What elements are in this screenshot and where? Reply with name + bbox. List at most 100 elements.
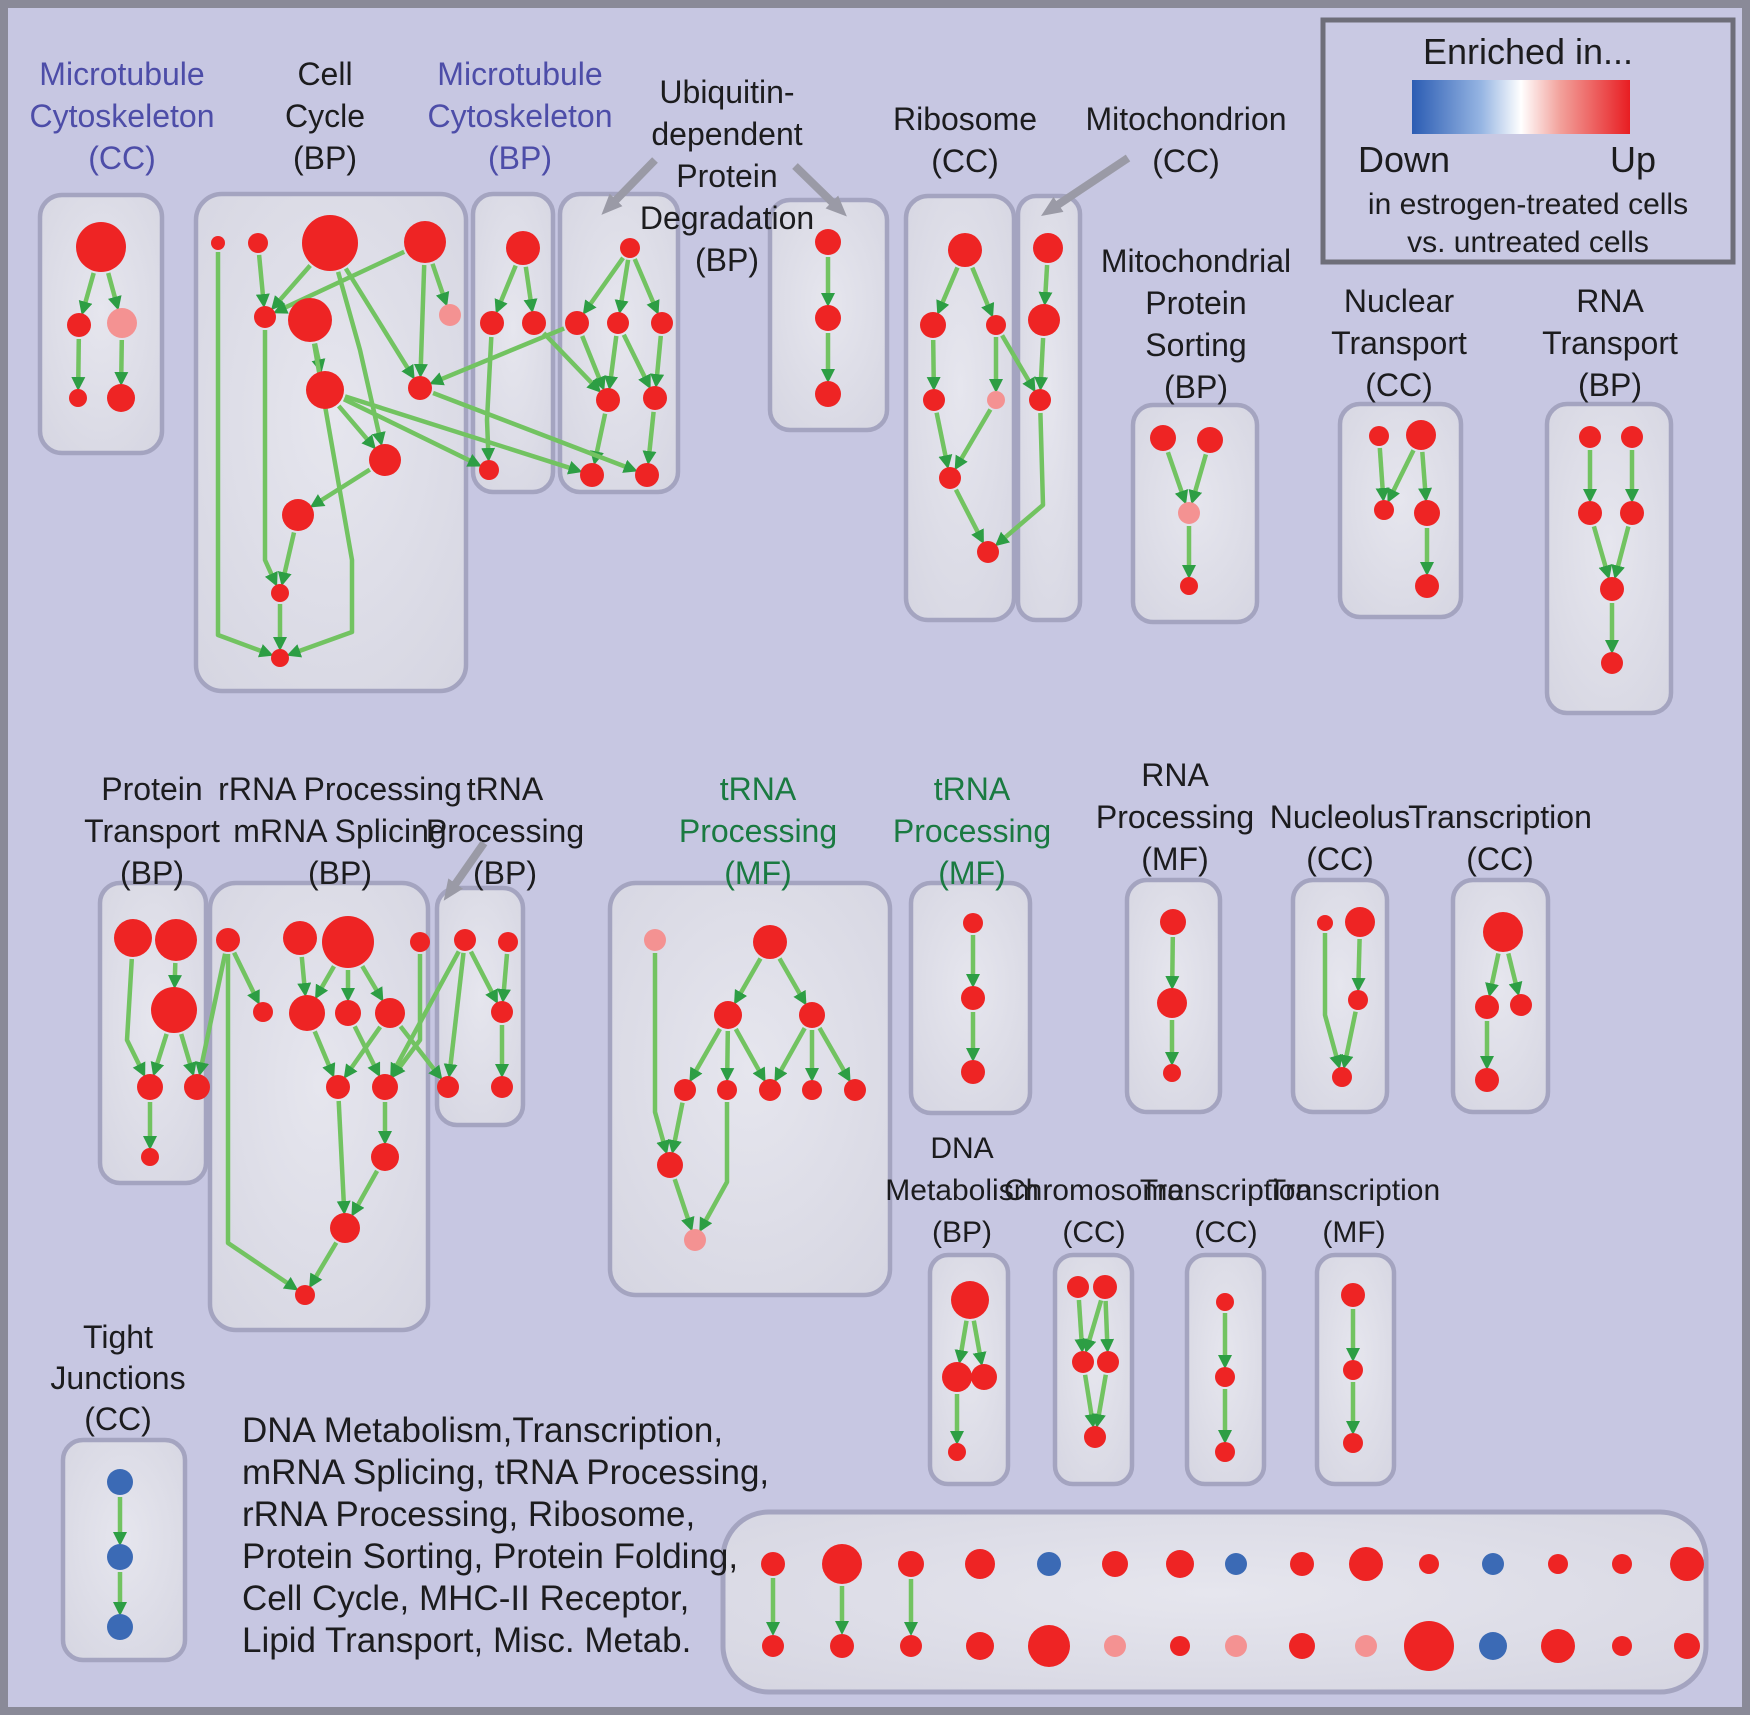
bottom-panel-node-bottom-0 bbox=[762, 1635, 784, 1657]
note-block: DNA Metabolism,Transcription, mRNA Splic… bbox=[242, 1411, 769, 1660]
node-trna_bp-m5 bbox=[491, 1076, 513, 1098]
node-rrna_mrna-l4 bbox=[410, 932, 430, 952]
edge-nuclear_transport-i2-i3 bbox=[1387, 449, 1416, 503]
node-trna_mf_a-n4 bbox=[799, 1002, 825, 1028]
node-rna_transport-j1 bbox=[1579, 426, 1601, 448]
node-nucleolus_cc-q2 bbox=[1345, 907, 1375, 937]
edge-dna_metabolism-s1-s2 bbox=[954, 1320, 969, 1365]
edge-microtubule_cc-a2-a4 bbox=[71, 338, 86, 391]
node-mitochondrion_cc-g2 bbox=[1028, 304, 1060, 336]
cluster-label-ribosome_cc: Ribosome (CC) bbox=[893, 101, 1037, 179]
edge-ubiquitin1-d3-d5 bbox=[604, 335, 619, 391]
bottom-panel-node-bottom-4 bbox=[1028, 1625, 1070, 1667]
node-protein_transport-k2 bbox=[155, 919, 197, 961]
edge-rrna_mrna-l3-l6 bbox=[315, 965, 336, 1000]
cluster-box-rna_transport bbox=[1544, 401, 1674, 716]
edge-rna_transport-j3-j5 bbox=[1591, 525, 1613, 580]
node-rrna_mrna-l6 bbox=[289, 995, 325, 1031]
cluster-boxes bbox=[37, 191, 1674, 1663]
note-line: Cell Cycle, MHC-II Receptor, bbox=[242, 1579, 689, 1618]
cluster-label-mitochondrion_cc: Mitochondrion (CC) bbox=[1086, 101, 1287, 179]
edge-chromosome_cc-t1-t3 bbox=[1074, 1299, 1089, 1353]
node-ribosome_cc-f6 bbox=[939, 467, 961, 489]
edge-chromosome_cc-t2-t3 bbox=[1082, 1299, 1104, 1354]
cluster-label-rna_processing_mf: RNA Processing (MF) bbox=[1096, 757, 1254, 877]
cluster-labels: Microtubule Cytoskeleton (CC) Cell Cycle (BP)… bbox=[30, 56, 1678, 1437]
bottom-panel-node-bottom-9 bbox=[1355, 1635, 1377, 1657]
node-cell_cycle-b8 bbox=[306, 371, 344, 409]
cross-edge-cell_cycle.b8-microtubule_bp.c4 bbox=[342, 397, 482, 467]
bottom-panel-node-bottom-6 bbox=[1170, 1636, 1190, 1656]
node-trna_mf_a-n5 bbox=[674, 1079, 696, 1101]
node-ribosome_cc-f1 bbox=[948, 233, 982, 267]
edge-rrna_mrna-l1-l13 bbox=[225, 954, 299, 1291]
cluster-label-mito_sorting: Mitochondrial Protein Sorting (BP) bbox=[1101, 243, 1291, 405]
bottom-panel-node-bottom-8 bbox=[1289, 1633, 1315, 1659]
bottom-panel-node-top-1 bbox=[822, 1544, 862, 1584]
cluster-box-nuclear_transport bbox=[1337, 401, 1464, 620]
node-trna_mf_a-n6 bbox=[717, 1080, 737, 1100]
node-transcription_cc_b-u3 bbox=[1215, 1442, 1235, 1462]
edge-rna_processing_mf-p1-p2 bbox=[1165, 936, 1180, 990]
node-cell_cycle-b5 bbox=[254, 306, 276, 328]
node-ubiquitin1-d4 bbox=[651, 312, 673, 334]
node-mitochondrion_cc-g3 bbox=[1029, 389, 1051, 411]
edge-ubiquitin1-d3-d6 bbox=[621, 333, 651, 390]
node-ubiquitin1-d1 bbox=[620, 238, 640, 258]
node-trna_mf_a-n10 bbox=[657, 1152, 683, 1178]
node-chromosome_cc-t2 bbox=[1093, 1275, 1117, 1299]
cluster-label-cell_cycle: Cell Cycle (BP) bbox=[285, 56, 365, 176]
node-trna_bp-m1 bbox=[454, 929, 476, 951]
bottom-panel-node-top-4 bbox=[1037, 1552, 1061, 1576]
edge-nucleolus_cc-q1-q4 bbox=[1322, 933, 1343, 1070]
legend-subtitle-2: vs. untreated cells bbox=[1407, 226, 1649, 259]
node-rrna_mrna-l2 bbox=[283, 921, 317, 955]
edge-trna_bp-m2-m3 bbox=[496, 953, 511, 1004]
edge-trna_mf_a-n6-n11 bbox=[699, 1102, 730, 1233]
node-cell_cycle-b7 bbox=[439, 304, 461, 326]
bottom-panel-node-top-6 bbox=[1166, 1550, 1194, 1578]
node-rna_processing_mf-p1 bbox=[1160, 909, 1186, 935]
edge-dna_metabolism-s1-s3 bbox=[971, 1320, 987, 1367]
node-trna_mf_a-n8 bbox=[802, 1080, 822, 1100]
cluster-label-ubiquitin1: Ubiquitin-dependent Protein Degradation (BP… bbox=[640, 74, 814, 278]
node-nucleolus_cc-q1 bbox=[1317, 915, 1333, 931]
node-tight_junctions-w3 bbox=[107, 1614, 133, 1640]
cross-edge-rrna_mrna.l8-trna_bp.m4 bbox=[398, 1025, 443, 1080]
node-ubiquitin2-e2 bbox=[815, 305, 841, 331]
bottom-panel-node-bottom-7 bbox=[1225, 1635, 1247, 1657]
legend: Enriched in... Down Up in estrogen-treat… bbox=[1320, 17, 1736, 265]
node-trna_bp-m2 bbox=[498, 932, 518, 952]
node-trna_mf_a-n2 bbox=[753, 925, 787, 959]
cross-edge-microtubule_bp.c3-ubiquitin1.d5 bbox=[542, 331, 602, 393]
node-rrna_mrna-l11 bbox=[371, 1143, 399, 1171]
cross-edge-ubiquitin1.d2-cell_cycle.b9 bbox=[429, 326, 565, 386]
node-ribosome_cc-f2 bbox=[920, 312, 946, 338]
edge-ribosome_cc-f1-f3 bbox=[970, 266, 995, 318]
edge-trna_mf_a-n3-n5 bbox=[689, 1027, 722, 1083]
edge-protein_transport-k3-k5 bbox=[179, 1033, 197, 1077]
cross-edge-ribosome_cc.f3-mitochondrion_cc.g3 bbox=[1000, 334, 1036, 393]
bottom-panel-node-bottom-10 bbox=[1404, 1621, 1454, 1671]
node-ubiquitin2-e3 bbox=[815, 381, 841, 407]
edge-nucleolus_cc-q3-q4 bbox=[1339, 1011, 1358, 1070]
cluster-label-rna_transport: RNA Transport (BP) bbox=[1542, 283, 1678, 403]
node-rrna_mrna-l9 bbox=[326, 1075, 350, 1099]
node-ubiquitin1-d8 bbox=[635, 463, 659, 487]
bottom-panel-node-bottom-1 bbox=[830, 1634, 854, 1658]
network-edges bbox=[71, 249, 1639, 1616]
cluster-box-rrna_mrna bbox=[207, 880, 431, 1333]
note-line: rRNA Processing, Ribosome, bbox=[242, 1495, 695, 1534]
bottom-panel-node-top-13 bbox=[1612, 1554, 1632, 1574]
edge-ubiquitin1-d2-d5 bbox=[580, 335, 606, 391]
legend-down-label: Down bbox=[1358, 139, 1450, 180]
edge-rrna_mrna-l11-l12 bbox=[351, 1169, 380, 1217]
edge-ubiquitin1-d5-d7 bbox=[590, 413, 608, 466]
node-rna_processing_mf-p3 bbox=[1163, 1064, 1181, 1082]
node-microtubule_cc-a5 bbox=[107, 384, 135, 412]
cluster-label-dna_metabolism: DNA Metabolism (BP) bbox=[885, 1132, 1038, 1249]
edge-rrna_mrna-l7-l10 bbox=[352, 1025, 381, 1078]
node-ribosome_cc-f4 bbox=[923, 389, 945, 411]
edge-protein_transport-k1-k4 bbox=[124, 958, 146, 1078]
